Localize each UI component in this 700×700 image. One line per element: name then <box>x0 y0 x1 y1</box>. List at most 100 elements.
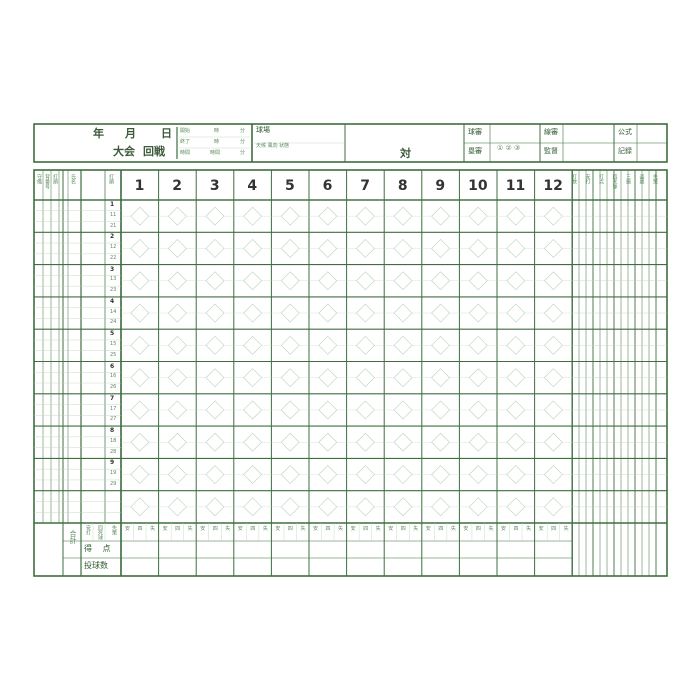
diamond-cell[interactable] <box>468 465 488 484</box>
diamond-cell[interactable] <box>431 465 451 484</box>
diamond-cell[interactable] <box>167 335 187 355</box>
diamond-cell[interactable] <box>393 335 413 355</box>
diamond-cell[interactable] <box>167 465 187 484</box>
diamond-cell[interactable] <box>318 206 338 226</box>
diamond-cell[interactable] <box>355 206 375 226</box>
diamond-cell[interactable] <box>543 368 563 388</box>
diamond-cell[interactable] <box>431 335 451 355</box>
diamond-cell[interactable] <box>130 497 150 517</box>
diamond-cell[interactable] <box>130 303 150 323</box>
diamond-cell[interactable] <box>130 368 150 388</box>
diamond-cell[interactable] <box>506 368 526 388</box>
diamond-cell[interactable] <box>280 206 300 226</box>
diamond-cell[interactable] <box>468 400 488 420</box>
diamond-cell[interactable] <box>318 368 338 388</box>
diamond-cell[interactable] <box>205 303 225 323</box>
diamond-cell[interactable] <box>431 303 451 323</box>
diamond-cell[interactable] <box>506 432 526 452</box>
diamond-cell[interactable] <box>243 465 263 484</box>
diamond-cell[interactable] <box>543 239 563 258</box>
diamond-cell[interactable] <box>393 400 413 420</box>
diamond-cell[interactable] <box>243 400 263 420</box>
diamond-cell[interactable] <box>280 368 300 388</box>
diamond-cell[interactable] <box>543 206 563 226</box>
diamond-cell[interactable] <box>167 432 187 452</box>
diamond-cell[interactable] <box>130 400 150 420</box>
diamond-cell[interactable] <box>167 239 187 258</box>
diamond-cell[interactable] <box>205 497 225 517</box>
diamond-cell[interactable] <box>205 368 225 388</box>
diamond-cell[interactable] <box>167 368 187 388</box>
diamond-cell[interactable] <box>130 465 150 484</box>
diamond-cell[interactable] <box>506 239 526 258</box>
diamond-cell[interactable] <box>280 271 300 291</box>
diamond-cell[interactable] <box>393 239 413 258</box>
diamond-cell[interactable] <box>468 239 488 258</box>
diamond-cell[interactable] <box>355 400 375 420</box>
diamond-cell[interactable] <box>318 303 338 323</box>
diamond-cell[interactable] <box>280 432 300 452</box>
diamond-cell[interactable] <box>243 303 263 323</box>
diamond-cell[interactable] <box>468 271 488 291</box>
diamond-cell[interactable] <box>318 432 338 452</box>
diamond-cell[interactable] <box>243 335 263 355</box>
diamond-cell[interactable] <box>205 206 225 226</box>
diamond-cell[interactable] <box>243 271 263 291</box>
diamond-cell[interactable] <box>243 497 263 517</box>
diamond-cell[interactable] <box>318 497 338 517</box>
diamond-cell[interactable] <box>280 303 300 323</box>
diamond-cell[interactable] <box>543 465 563 484</box>
diamond-cell[interactable] <box>468 335 488 355</box>
diamond-cell[interactable] <box>205 400 225 420</box>
diamond-cell[interactable] <box>355 368 375 388</box>
diamond-cell[interactable] <box>205 271 225 291</box>
diamond-cell[interactable] <box>280 335 300 355</box>
diamond-cell[interactable] <box>506 400 526 420</box>
diamond-cell[interactable] <box>355 432 375 452</box>
diamond-cell[interactable] <box>506 335 526 355</box>
diamond-cell[interactable] <box>205 239 225 258</box>
diamond-cell[interactable] <box>431 271 451 291</box>
diamond-cell[interactable] <box>167 303 187 323</box>
diamond-cell[interactable] <box>318 335 338 355</box>
diamond-cell[interactable] <box>468 497 488 517</box>
diamond-cell[interactable] <box>280 497 300 517</box>
diamond-cell[interactable] <box>205 465 225 484</box>
diamond-cell[interactable] <box>393 271 413 291</box>
diamond-cell[interactable] <box>431 368 451 388</box>
diamond-cell[interactable] <box>243 239 263 258</box>
diamond-cell[interactable] <box>167 400 187 420</box>
diamond-cell[interactable] <box>506 271 526 291</box>
diamond-cell[interactable] <box>355 303 375 323</box>
diamond-cell[interactable] <box>506 206 526 226</box>
diamond-cell[interactable] <box>506 465 526 484</box>
diamond-cell[interactable] <box>130 239 150 258</box>
diamond-cell[interactable] <box>468 432 488 452</box>
diamond-cell[interactable] <box>280 465 300 484</box>
diamond-cell[interactable] <box>393 497 413 517</box>
diamond-cell[interactable] <box>167 271 187 291</box>
diamond-cell[interactable] <box>393 303 413 323</box>
diamond-cell[interactable] <box>431 432 451 452</box>
diamond-cell[interactable] <box>543 497 563 517</box>
diamond-cell[interactable] <box>355 239 375 258</box>
diamond-cell[interactable] <box>393 206 413 226</box>
diamond-cell[interactable] <box>130 432 150 452</box>
diamond-cell[interactable] <box>543 432 563 452</box>
diamond-cell[interactable] <box>468 303 488 323</box>
diamond-cell[interactable] <box>468 206 488 226</box>
diamond-cell[interactable] <box>355 271 375 291</box>
diamond-cell[interactable] <box>243 432 263 452</box>
diamond-cell[interactable] <box>318 271 338 291</box>
diamond-cell[interactable] <box>243 368 263 388</box>
diamond-cell[interactable] <box>280 239 300 258</box>
diamond-cell[interactable] <box>393 465 413 484</box>
diamond-cell[interactable] <box>130 206 150 226</box>
diamond-cell[interactable] <box>205 335 225 355</box>
diamond-cell[interactable] <box>130 271 150 291</box>
diamond-cell[interactable] <box>318 465 338 484</box>
diamond-cell[interactable] <box>355 465 375 484</box>
diamond-cell[interactable] <box>130 335 150 355</box>
diamond-cell[interactable] <box>318 400 338 420</box>
diamond-cell[interactable] <box>506 497 526 517</box>
